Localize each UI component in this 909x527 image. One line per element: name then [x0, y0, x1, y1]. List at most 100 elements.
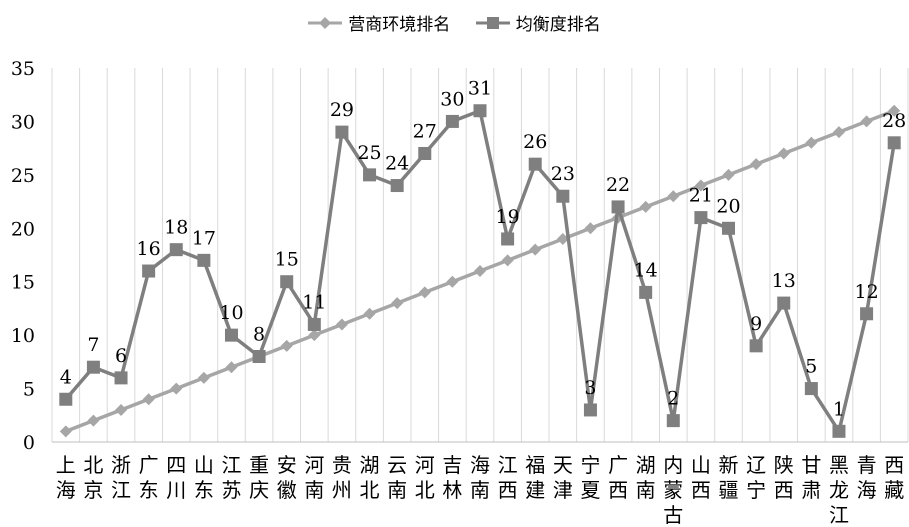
data-point-diamond: [694, 179, 707, 192]
data-label: 12: [854, 281, 878, 303]
x-tick-label: 古: [663, 503, 683, 527]
data-label: 16: [137, 238, 161, 260]
data-point-square: [832, 424, 846, 438]
data-point-square: [86, 360, 100, 374]
data-label: 26: [523, 131, 547, 153]
data-point-square: [666, 414, 680, 428]
data-point-diamond: [418, 286, 431, 299]
x-tick-label: 川: [166, 478, 186, 502]
x-tick-label: 湖: [360, 453, 380, 477]
x-tick-label: 庆: [249, 478, 269, 502]
data-label: 10: [219, 302, 243, 324]
x-tick-label: 北: [415, 478, 435, 502]
data-label: 8: [253, 324, 265, 346]
data-point-square: [307, 317, 321, 331]
y-tick-label: 0: [23, 432, 35, 454]
data-point-diamond: [446, 275, 459, 288]
x-tick-label: 林: [442, 478, 462, 502]
data-point-square: [694, 211, 708, 225]
data-point-diamond: [529, 243, 542, 256]
x-tick-label: 内: [663, 453, 683, 477]
x-tick-label: 新: [719, 453, 739, 477]
x-tick-label: 东: [194, 478, 214, 502]
x-tick-label: 河: [415, 453, 435, 477]
x-tick-label: 陕: [774, 453, 794, 477]
x-tick-label: 南: [470, 478, 490, 502]
x-tick-label: 江: [829, 503, 849, 527]
x-tick-label: 西: [774, 478, 794, 502]
y-tick-label: 15: [11, 272, 35, 294]
x-tick-label: 广: [608, 453, 628, 477]
data-label: 14: [634, 259, 658, 281]
x-tick-label: 西: [608, 478, 628, 502]
x-tick-label: 江: [111, 478, 131, 502]
data-point-diamond: [639, 200, 652, 213]
x-tick-label: 夏: [580, 478, 600, 502]
data-point-diamond: [805, 136, 818, 149]
data-point-square: [528, 157, 542, 171]
data-point-square: [335, 125, 349, 139]
x-tick-label: 东: [139, 478, 159, 502]
x-tick-label: 海: [857, 478, 877, 502]
data-label: 17: [192, 227, 216, 249]
x-tick-label: 广: [139, 453, 159, 477]
data-point-diamond: [501, 254, 514, 267]
data-label: 11: [302, 291, 326, 313]
x-tick-label: 黑: [829, 453, 849, 477]
data-point-square: [804, 382, 818, 396]
data-point-diamond: [142, 393, 155, 406]
x-tick-label: 藏: [884, 478, 904, 502]
data-point-diamond: [115, 403, 128, 416]
data-label: 3: [584, 377, 596, 399]
legend-label-1: 营商环境排名: [348, 15, 451, 35]
x-tick-label: 建: [525, 478, 545, 502]
x-tick-label: 河: [304, 453, 324, 477]
data-label: 7: [87, 334, 99, 356]
data-point-square: [777, 296, 791, 310]
x-tick-label: 福: [525, 453, 545, 477]
x-tick-label: 江: [498, 453, 518, 477]
data-point-square: [280, 275, 294, 289]
legend-item-1: 营商环境排名: [308, 10, 450, 35]
data-point-square: [556, 189, 570, 203]
data-point-square: [473, 104, 487, 118]
data-point-diamond: [832, 126, 845, 139]
x-tick-label: 江: [221, 453, 241, 477]
data-label: 15: [275, 249, 299, 271]
x-tick-label: 蒙: [663, 478, 683, 502]
data-label: 4: [60, 366, 72, 388]
x-tick-label: 天: [553, 453, 573, 477]
x-tick-label: 重: [249, 453, 269, 477]
data-point-square: [197, 253, 211, 267]
x-tick-label: 宁: [746, 478, 766, 502]
data-point-diamond: [87, 414, 100, 427]
x-tick-label: 京: [83, 478, 103, 502]
data-point-square: [749, 339, 763, 353]
data-point-square: [224, 328, 238, 342]
data-point-square: [142, 264, 156, 278]
data-label: 13: [772, 270, 796, 292]
data-point-square: [363, 168, 377, 182]
y-tick-label: 5: [23, 379, 35, 401]
x-tick-label: 疆: [719, 478, 739, 502]
data-label: 5: [805, 356, 817, 378]
x-tick-label: 海: [470, 453, 490, 477]
data-label: 28: [882, 110, 906, 132]
x-tick-label: 州: [332, 478, 352, 502]
x-tick-label: 南: [304, 478, 324, 502]
x-tick-label: 苏: [221, 478, 241, 502]
data-point-square: [583, 403, 597, 417]
x-tick-label: 海: [56, 478, 76, 502]
data-point-diamond: [391, 297, 404, 310]
x-tick-label: 山: [194, 453, 214, 477]
legend-swatch-square-icon: [475, 16, 510, 29]
data-point-diamond: [474, 265, 486, 278]
data-label: 24: [385, 153, 409, 175]
data-label: 2: [667, 388, 679, 410]
x-tick-label: 安: [277, 453, 297, 477]
data-point-diamond: [225, 361, 238, 374]
x-tick-label: 青: [857, 453, 877, 477]
legend: 营商环境排名 均衡度排名: [0, 10, 909, 35]
data-point-diamond: [59, 425, 72, 438]
